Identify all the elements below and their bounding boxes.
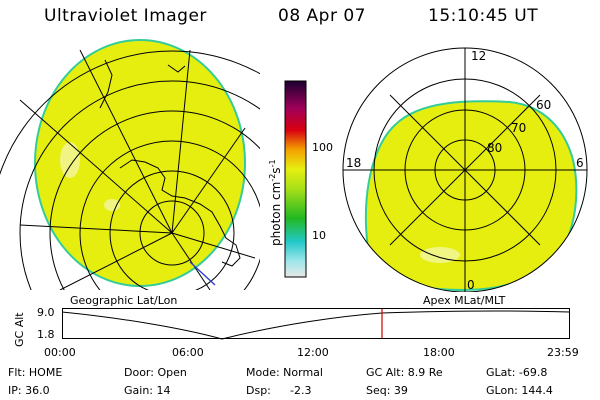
mlt-18: 18: [346, 156, 361, 170]
altitude-ylabel: GC Alt: [13, 312, 26, 347]
mlt-12: 12: [471, 49, 486, 63]
colorbar-unit-label: photon cm-2s-1: [268, 159, 288, 246]
altitude-curve: [62, 310, 570, 340]
seq-status: Seq: 39: [366, 384, 408, 397]
unit-exp1: -2: [268, 173, 277, 182]
glon-status: GLon: 144.4: [486, 384, 553, 397]
gain-status: Gain: 14: [124, 384, 171, 397]
gc-alt-status: GC Alt: 8.9 Re: [366, 366, 443, 379]
lat-80: 80: [487, 141, 502, 155]
lat-70: 70: [511, 121, 526, 135]
mode-status: Mode: Normal: [246, 366, 323, 379]
apex-label: Apex MLat/MLT: [423, 294, 506, 307]
alt-tick-min: 1.8: [37, 328, 55, 341]
unit-text: photon cm: [269, 181, 283, 246]
alt-tick-max: 9.0: [37, 306, 55, 319]
flt-status: Flt: HOME: [8, 366, 63, 379]
lat-60: 60: [536, 98, 551, 112]
glat-status: GLat: -69.8: [486, 366, 548, 379]
mlt-6: 6: [576, 156, 584, 170]
dsp-label: Dsp:: [246, 384, 271, 397]
unit-exp2: -1: [268, 159, 277, 168]
ip-status: IP: 36.0: [8, 384, 50, 397]
geographic-label: Geographic Lat/Lon: [70, 294, 178, 307]
time-tick-1800: 18:00: [423, 346, 455, 359]
apex-polar-plot: 12 18 6 0 60 70 80: [342, 47, 588, 292]
colorbar: [284, 80, 307, 278]
geographic-image: [0, 39, 260, 290]
time-tick-1200: 12:00: [297, 346, 329, 359]
instrument-title: Ultraviolet Imager: [44, 6, 207, 26]
time-label: 15:10:45 UT: [428, 6, 539, 26]
unit-s: s: [269, 167, 283, 174]
time-tick-0600: 06:00: [172, 346, 204, 359]
mlt-0: 0: [467, 278, 475, 292]
colorbar-tick-10: 10: [312, 229, 326, 242]
time-tick-0000: 00:00: [44, 346, 76, 359]
time-tick-2359: 23:59: [547, 346, 579, 359]
dsp-value: -2.3: [290, 384, 312, 397]
door-status: Door: Open: [124, 366, 187, 379]
date-label: 08 Apr 07: [278, 6, 366, 26]
altitude-plot: [62, 308, 570, 340]
colorbar-tick-100: 100: [312, 141, 333, 154]
